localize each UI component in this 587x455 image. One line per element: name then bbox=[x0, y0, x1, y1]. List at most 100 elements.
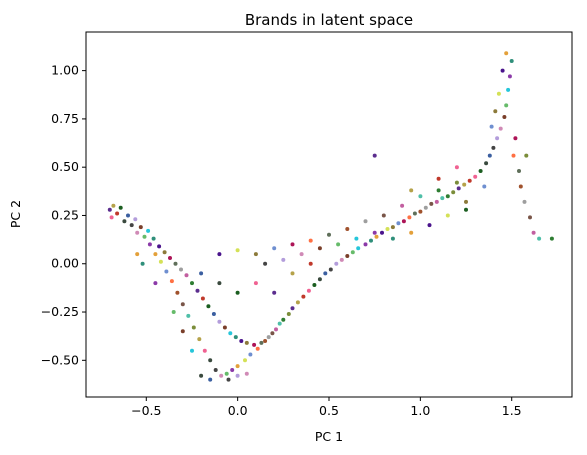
x-axis-label: PC 1 bbox=[315, 429, 343, 444]
data-point bbox=[164, 269, 169, 274]
data-point bbox=[345, 227, 350, 231]
y-tick-label: 0.00 bbox=[51, 256, 79, 271]
data-point bbox=[537, 236, 542, 241]
data-point bbox=[158, 259, 163, 264]
data-point bbox=[312, 283, 317, 287]
data-point bbox=[487, 153, 492, 158]
data-point bbox=[281, 317, 286, 322]
data-point bbox=[135, 230, 140, 235]
data-point bbox=[473, 174, 478, 179]
y-tick-label: 0.50 bbox=[51, 159, 79, 174]
data-point bbox=[226, 377, 231, 382]
data-point bbox=[464, 199, 468, 204]
data-point bbox=[175, 290, 180, 295]
data-point bbox=[423, 205, 428, 210]
data-point bbox=[195, 288, 200, 293]
data-point bbox=[235, 290, 240, 295]
data-point bbox=[255, 346, 260, 351]
data-point bbox=[339, 257, 344, 262]
data-point bbox=[153, 281, 158, 286]
chart-title: Brands in latent space bbox=[245, 11, 413, 29]
data-point bbox=[118, 205, 123, 210]
data-point bbox=[272, 246, 277, 251]
data-point bbox=[235, 248, 240, 253]
data-point bbox=[290, 306, 295, 311]
data-point bbox=[454, 180, 459, 185]
y-tick-label: −0.50 bbox=[41, 352, 79, 367]
data-point bbox=[259, 340, 264, 345]
data-point bbox=[295, 300, 300, 305]
data-point bbox=[168, 256, 172, 260]
data-point bbox=[328, 267, 333, 272]
data-point bbox=[456, 186, 461, 191]
data-point bbox=[498, 126, 503, 131]
data-point bbox=[190, 281, 194, 286]
data-point bbox=[451, 190, 456, 195]
data-point bbox=[436, 176, 441, 181]
data-point bbox=[511, 153, 516, 158]
data-point bbox=[151, 236, 156, 241]
data-point bbox=[493, 109, 498, 114]
y-tick-label: 0.75 bbox=[51, 111, 79, 126]
y-tick-label: 0.25 bbox=[51, 207, 79, 222]
data-point bbox=[323, 271, 328, 276]
data-point bbox=[507, 74, 512, 79]
data-point bbox=[369, 238, 373, 243]
data-point bbox=[372, 230, 377, 235]
y-tick-label: −0.25 bbox=[41, 304, 79, 319]
x-tick-label: 0.5 bbox=[319, 403, 339, 418]
data-point bbox=[126, 213, 130, 218]
data-point bbox=[109, 215, 114, 220]
y-axis: −0.50 −0.25 0.00 0.25 0.50 0.75 1.00 bbox=[41, 63, 86, 367]
y-tick-label: 1.00 bbox=[51, 63, 79, 78]
data-point bbox=[200, 296, 205, 301]
data-point bbox=[491, 145, 496, 150]
data-point bbox=[191, 325, 196, 330]
data-point bbox=[363, 219, 368, 224]
data-point bbox=[436, 188, 441, 193]
data-point bbox=[517, 169, 521, 173]
data-point bbox=[385, 227, 390, 231]
data-point bbox=[522, 199, 527, 204]
data-point bbox=[513, 136, 518, 141]
data-point bbox=[502, 115, 507, 119]
data-point bbox=[199, 373, 204, 378]
data-point bbox=[400, 203, 405, 208]
data-point bbox=[504, 103, 509, 108]
data-point bbox=[409, 188, 414, 193]
data-point bbox=[482, 184, 487, 189]
data-point bbox=[464, 207, 468, 212]
data-point bbox=[290, 271, 295, 276]
data-point bbox=[429, 201, 434, 206]
data-point bbox=[224, 371, 229, 376]
data-point bbox=[506, 87, 511, 92]
data-point bbox=[173, 261, 178, 266]
data-point bbox=[290, 242, 295, 247]
data-point bbox=[111, 203, 116, 208]
data-point bbox=[219, 373, 224, 378]
data-point bbox=[336, 242, 341, 247]
data-point bbox=[445, 194, 450, 199]
data-point bbox=[169, 279, 174, 284]
data-point bbox=[531, 230, 536, 235]
data-point bbox=[252, 342, 257, 347]
data-point bbox=[363, 242, 368, 247]
data-point bbox=[299, 252, 304, 257]
x-axis: −0.5 0.0 0.5 1.0 1.5 bbox=[131, 397, 522, 418]
data-point bbox=[184, 273, 189, 278]
data-point bbox=[427, 223, 432, 228]
data-point bbox=[462, 182, 467, 187]
data-point bbox=[281, 257, 286, 262]
data-point bbox=[270, 331, 275, 336]
data-point bbox=[122, 219, 127, 224]
data-point bbox=[235, 364, 240, 369]
data-point bbox=[208, 377, 213, 382]
data-point bbox=[248, 352, 253, 357]
data-point bbox=[509, 59, 514, 63]
data-point bbox=[524, 153, 529, 158]
data-point bbox=[186, 313, 191, 318]
data-point bbox=[222, 325, 227, 330]
data-point bbox=[549, 236, 554, 241]
data-point bbox=[401, 219, 406, 224]
